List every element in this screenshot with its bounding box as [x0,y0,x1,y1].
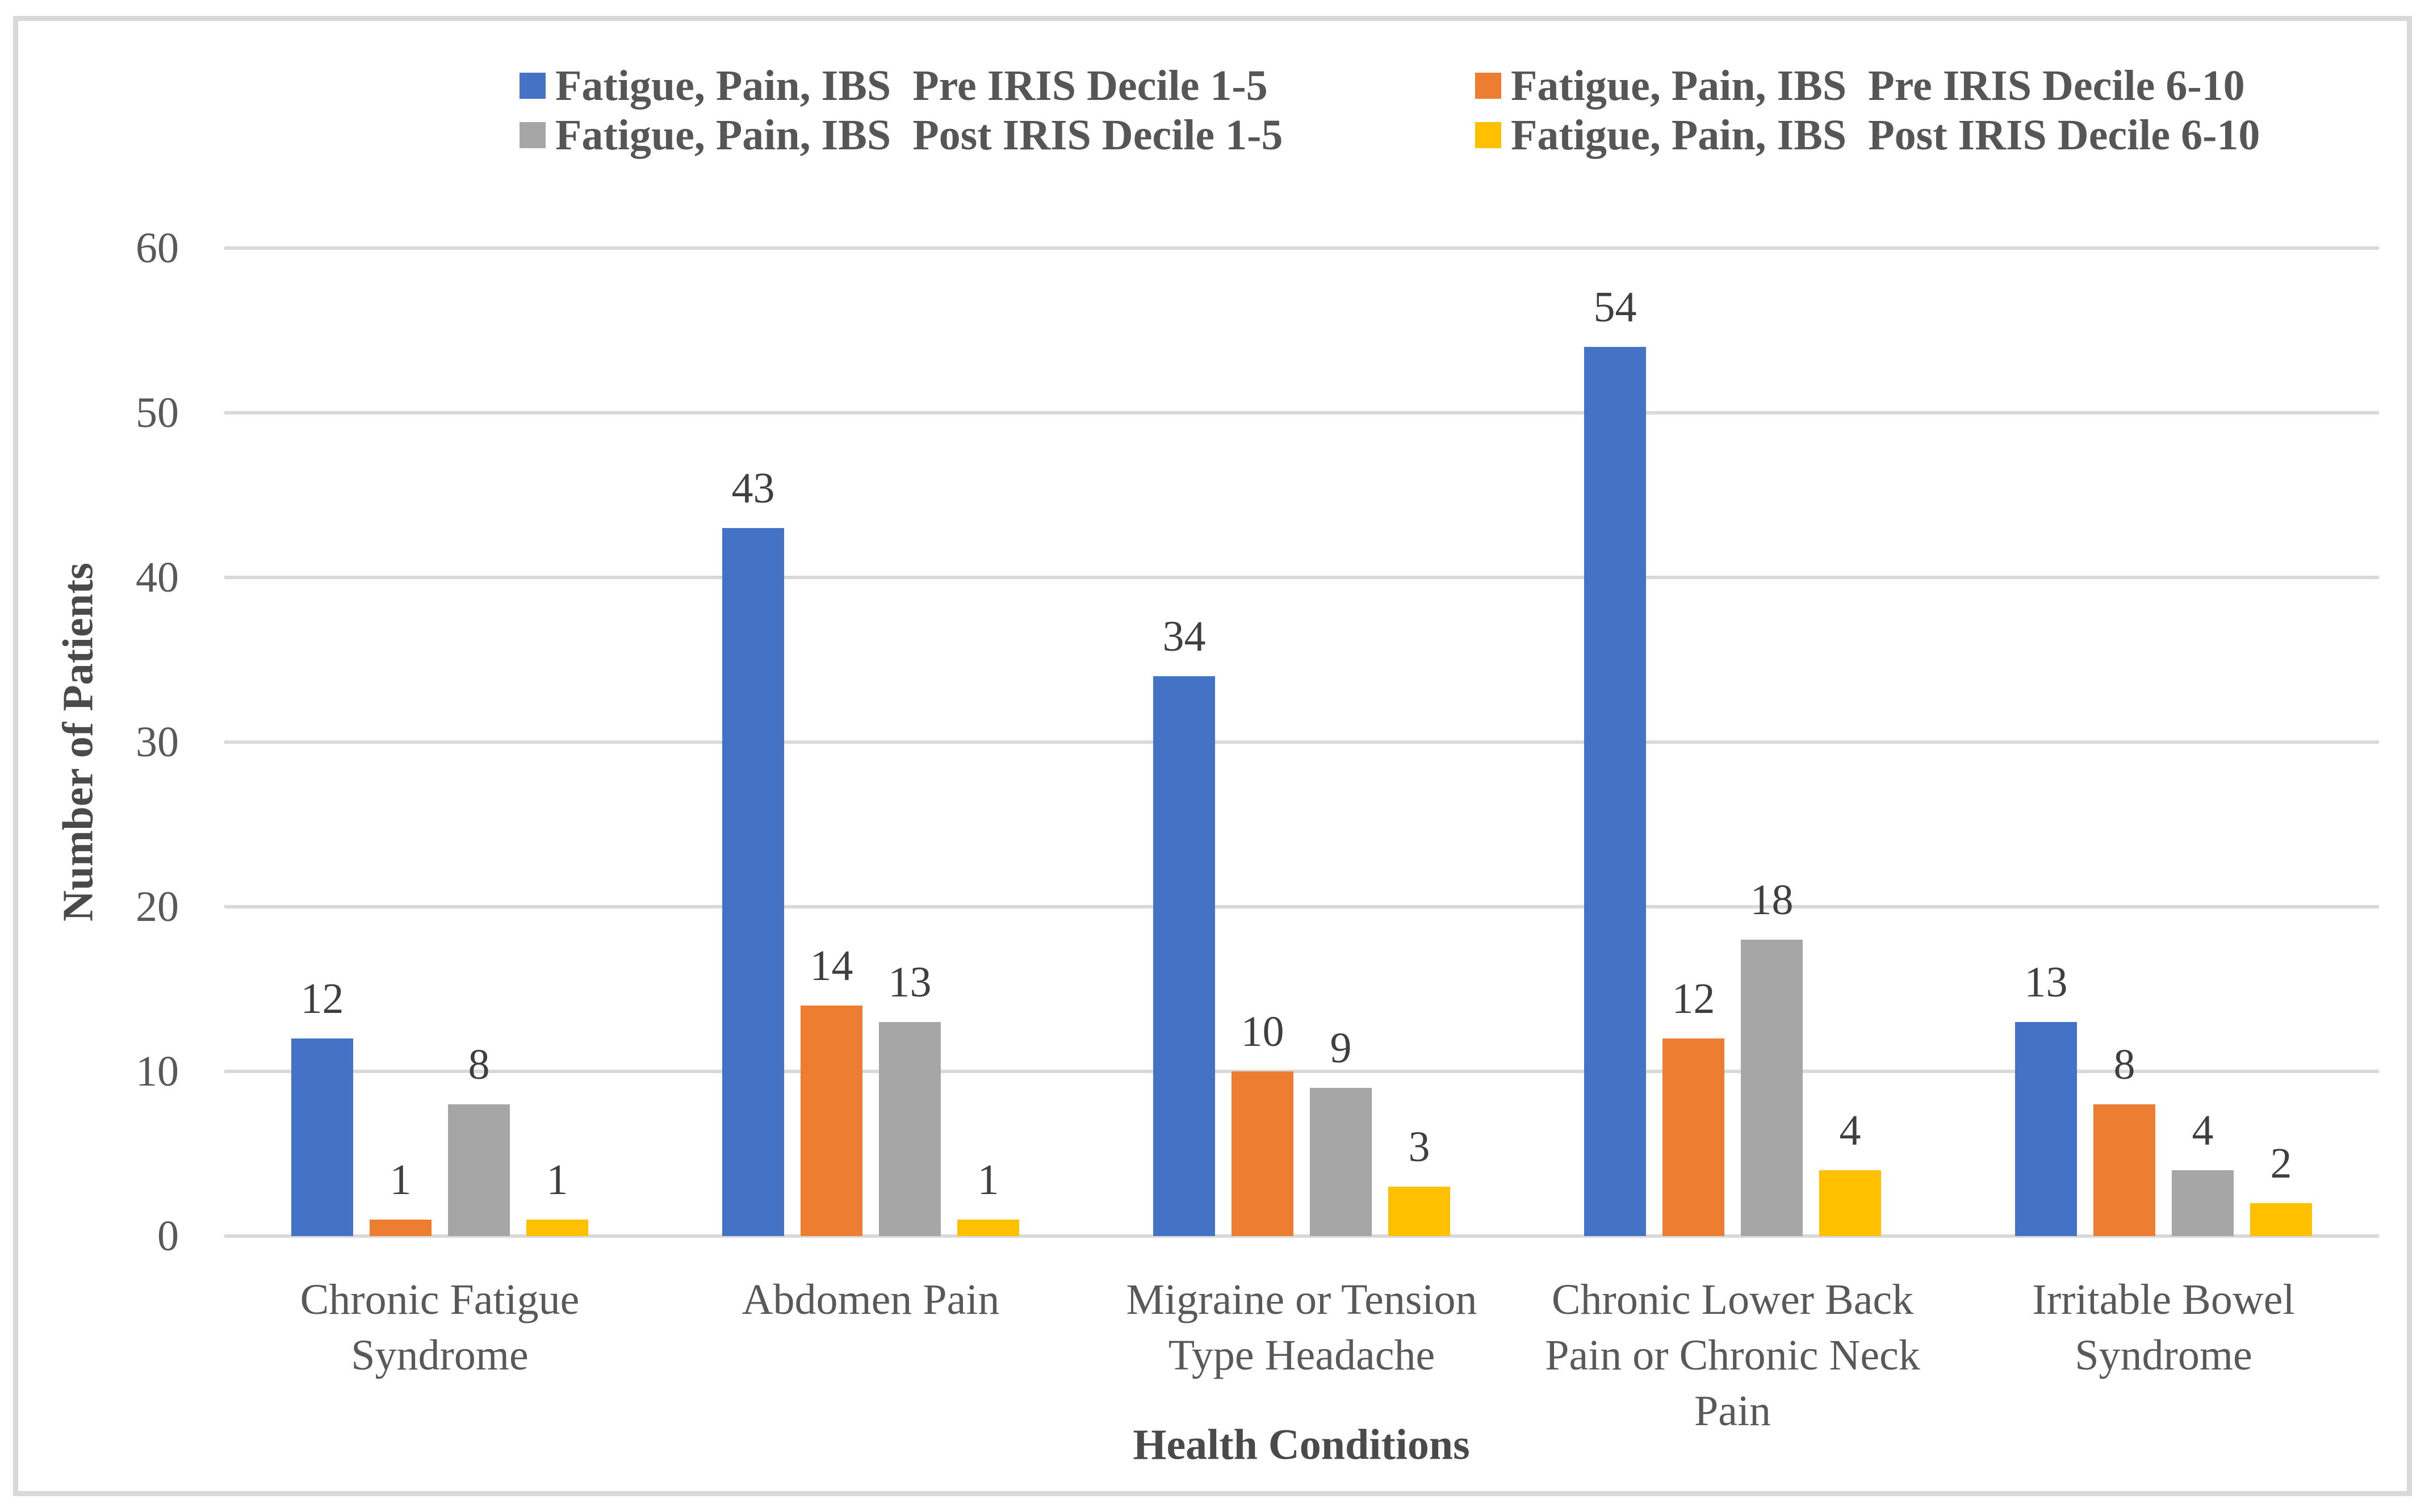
legend-item: Fatigue, Pain, IBS Pre IRIS Decile 6-10 [1475,60,2245,112]
bar: 4 [1819,1108,1881,1236]
legend-label: Fatigue, Pain, IBS Post IRIS Decile 6-10 [1511,111,2260,159]
bar-value-label: 14 [810,942,853,990]
bar-value-label: 12 [1672,975,1715,1023]
gridline-y-40 [224,576,2379,579]
bar-value-label: 1 [977,1156,999,1204]
legend-item: Fatigue, Pain, IBS Pre IRIS Decile 1-5 [520,60,1268,112]
bar-value-label: 10 [1241,1008,1284,1056]
bar: 8 [2093,1042,2155,1236]
bar-group: 43 14 13 1 [655,248,1086,1236]
bar: 54 [1584,284,1646,1236]
bar-value-label: 12 [300,975,344,1023]
bar: 8 [448,1042,510,1236]
legend-item: Fatigue, Pain, IBS Post IRIS Decile 6-10 [1475,109,2260,161]
bar: 34 [1153,614,1215,1236]
bar-value-label: 8 [2113,1041,2135,1088]
x-axis-title: Health Conditions [1133,1421,1470,1469]
bar-value-label: 18 [1750,876,1794,924]
legend-label: Fatigue, Pain, IBS Pre IRIS Decile 1-5 [555,62,1268,110]
bar-value-label: 9 [1330,1024,1352,1072]
bar: 43 [722,466,784,1236]
bar-value-label: 1 [546,1156,568,1204]
bar-value-label: 13 [888,958,932,1006]
bar-group: 34 10 9 3 [1086,248,1517,1236]
gridline-y-10 [224,1070,2379,1073]
legend-swatch-icon [520,122,546,148]
legend-swatch-icon [520,73,546,99]
bar: 14 [801,943,862,1236]
legend-swatch-icon [1475,122,1501,148]
bar: 13 [2015,960,2077,1236]
bar: 12 [1662,976,1724,1236]
bar: 4 [2172,1108,2234,1236]
legend-swatch-icon [1475,73,1501,99]
bar: 12 [291,976,353,1236]
gridline-y-0 [224,1234,2379,1238]
bar: 2 [2250,1141,2312,1236]
bar-value-label: 54 [1593,283,1637,331]
bar-value-label: 8 [468,1041,490,1088]
bar-value-label: 1 [389,1156,412,1204]
bar-value-label: 4 [1839,1107,1861,1154]
bar: 9 [1310,1025,1372,1236]
y-tick-label: 0 [157,1212,179,1260]
y-tick-label: 50 [136,389,179,437]
bar-group: 54 12 18 4 [1517,248,1948,1236]
y-tick-label: 60 [136,224,179,272]
bar-value-label: 13 [2024,958,2068,1006]
bar: 1 [957,1157,1019,1236]
plot-area: 0 10 20 30 40 50 60 12 1 8 1 43 14 13 1 34 10 9 3 54 12 18 4 13… [136,224,2379,1260]
bar: 13 [879,960,941,1236]
bar-value-label: 43 [731,464,775,512]
y-tick-label: 30 [136,718,179,766]
x-category-label: Irritable Bowel Syndrome [2032,1276,2295,1379]
x-category-label: Migraine or Tension Type Headache [1126,1276,1477,1379]
gridline-y-60 [224,246,2379,250]
y-tick-label: 10 [136,1048,179,1095]
bar: 1 [370,1157,432,1236]
chart-outer-border [13,16,2412,1496]
bar-value-label: 34 [1162,613,1206,660]
bar: 1 [526,1157,588,1236]
x-category-label: Chronic Lower Back Pain or Chronic Neck … [1545,1276,1920,1435]
legend-item: Fatigue, Pain, IBS Post IRIS Decile 1-5 [520,109,1283,161]
gridline-y-20 [224,905,2379,908]
bar-value-label: 3 [1408,1123,1430,1171]
y-tick-label: 20 [136,883,179,931]
bar-group: 13 8 4 2 [1948,248,2379,1236]
bar-value-label: 2 [2270,1140,2292,1187]
gridline-y-50 [224,411,2379,414]
legend-label: Fatigue, Pain, IBS Post IRIS Decile 1-5 [555,111,1283,159]
bar: 18 [1741,877,1803,1236]
bar-value-label: 4 [2192,1107,2214,1154]
y-tick-label: 40 [136,554,179,601]
bar-group: 12 1 8 1 [224,248,655,1236]
bar: 10 [1232,1009,1293,1236]
x-category-label: Chronic Fatigue Syndrome [300,1276,580,1379]
legend-label: Fatigue, Pain, IBS Pre IRIS Decile 6-10 [1511,62,2245,110]
gridline-y-30 [224,740,2379,744]
bar: 3 [1388,1124,1450,1236]
x-category-label: Abdomen Pain [742,1276,1000,1323]
